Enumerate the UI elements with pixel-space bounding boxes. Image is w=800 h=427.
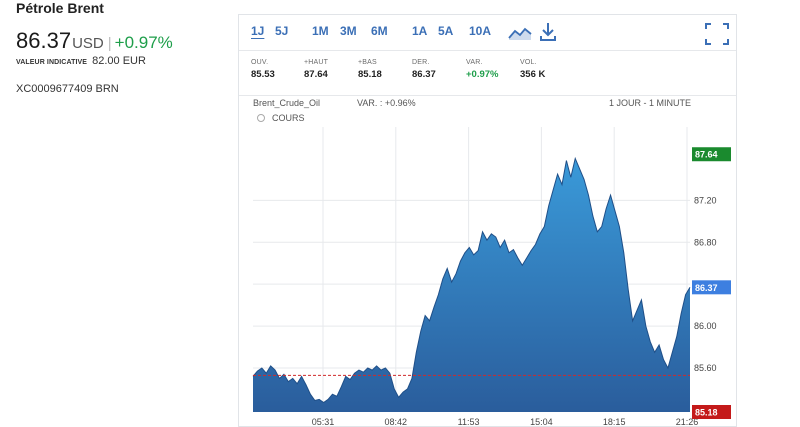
- indicative-value: 82.00 EUR: [92, 55, 146, 67]
- stat-last-value: 86.37: [412, 69, 436, 80]
- isin-code: XC0009677409 BRN: [16, 83, 119, 95]
- instrument-name: Pétrole Brent: [16, 0, 104, 16]
- y-tick-label: 86.00: [694, 321, 717, 331]
- last-price: 86.37: [16, 28, 72, 53]
- price-area: [253, 158, 690, 412]
- price-line: [252, 156, 691, 404]
- stat-low: +BAS 85.18: [358, 59, 382, 80]
- stat-last-label: DER.: [412, 59, 430, 66]
- x-tick-label: 08:42: [385, 417, 408, 427]
- range-button-5d[interactable]: 5J: [275, 24, 289, 38]
- x-tick-label: 21:26: [676, 417, 699, 427]
- price-tag-last: [692, 280, 731, 295]
- stat-variation-value: +0.97%: [466, 69, 499, 80]
- legend-series-label[interactable]: COURS: [272, 113, 305, 123]
- stat-variation: VAR. +0.97%: [466, 59, 499, 80]
- x-tick-label: 18:15: [603, 417, 626, 427]
- stat-open: OUV. 85.53: [251, 59, 275, 80]
- stat-last: DER. 86.37: [412, 59, 436, 80]
- range-button-10y[interactable]: 10A: [469, 24, 492, 38]
- stat-volume-label: VOL.: [520, 59, 537, 66]
- price-chart-svg[interactable]: Brent_Crude_Oil VAR. : +0.96% 1 JOUR - 1…: [239, 97, 736, 427]
- price-tag-low-label: 85.18: [695, 408, 718, 418]
- range-toolbar: 1J 5J 1M 3M 6M 1A 5A 10A: [239, 15, 736, 51]
- quote-panel: Pétrole Brent 86.37USD | +0.97% VALEUR IND…: [0, 0, 232, 100]
- quote-price-line: 86.37USD | +0.97%: [16, 28, 173, 54]
- legend-marker-icon: [257, 114, 265, 122]
- price-tag-high: [692, 147, 731, 162]
- indicative-value-line: VALEUR INDICATIVE 82.00 EUR: [16, 55, 146, 67]
- download-icon[interactable]: [539, 22, 557, 47]
- chart-variation-label: VAR. : +0.96%: [357, 98, 416, 108]
- stat-volume: VOL. 356 K: [520, 59, 545, 80]
- range-button-5y[interactable]: 5A: [438, 24, 454, 38]
- stat-volume-value: 356 K: [520, 69, 546, 80]
- stat-high: +HAUT 87.64: [304, 59, 328, 80]
- stat-low-value: 85.18: [358, 69, 382, 80]
- range-button-1m[interactable]: 1M: [312, 24, 329, 38]
- stat-open-label: OUV.: [251, 59, 269, 66]
- price-change: +0.97%: [114, 33, 173, 52]
- fullscreen-icon[interactable]: [705, 23, 729, 50]
- range-button-1d[interactable]: 1J: [251, 24, 265, 38]
- y-tick-label: 85.60: [694, 363, 717, 373]
- period-label: 1 JOUR - 1 MINUTE: [609, 98, 691, 108]
- price-tag-last-label: 86.37: [695, 283, 718, 293]
- range-button-6m[interactable]: 6M: [371, 24, 388, 38]
- range-button-1y[interactable]: 1A: [412, 24, 428, 38]
- stats-row: OUV. 85.53 +HAUT 87.64 +BAS 85.18 DER. 8…: [239, 52, 736, 96]
- stat-low-label: +BAS: [358, 59, 377, 66]
- stat-high-label: +HAUT: [304, 59, 329, 66]
- y-tick-label: 86.80: [694, 237, 717, 247]
- price-tag-low: [692, 405, 731, 419]
- price-currency: USD: [72, 35, 104, 52]
- chart-type-icon[interactable]: [508, 25, 532, 46]
- x-tick-label: 11:53: [458, 417, 480, 427]
- indicative-label: VALEUR INDICATIVE: [16, 59, 88, 66]
- chart-widget: 1J 5J 1M 3M 6M 1A 5A 10A OUV.: [238, 14, 737, 427]
- instrument-label: Brent_Crude_Oil: [253, 98, 320, 108]
- stat-high-value: 87.64: [304, 69, 328, 80]
- stat-variation-label: VAR.: [466, 59, 483, 66]
- x-tick-label: 05:31: [312, 417, 335, 427]
- price-tag-high-label: 87.64: [695, 150, 718, 160]
- price-separator: |: [107, 35, 112, 52]
- x-tick-label: 15:04: [530, 417, 553, 427]
- y-tick-label: 87.20: [694, 195, 717, 205]
- price-chart[interactable]: Brent_Crude_Oil VAR. : +0.96% 1 JOUR - 1…: [239, 97, 736, 427]
- range-button-3m[interactable]: 3M: [340, 24, 357, 38]
- stat-open-value: 85.53: [251, 69, 275, 80]
